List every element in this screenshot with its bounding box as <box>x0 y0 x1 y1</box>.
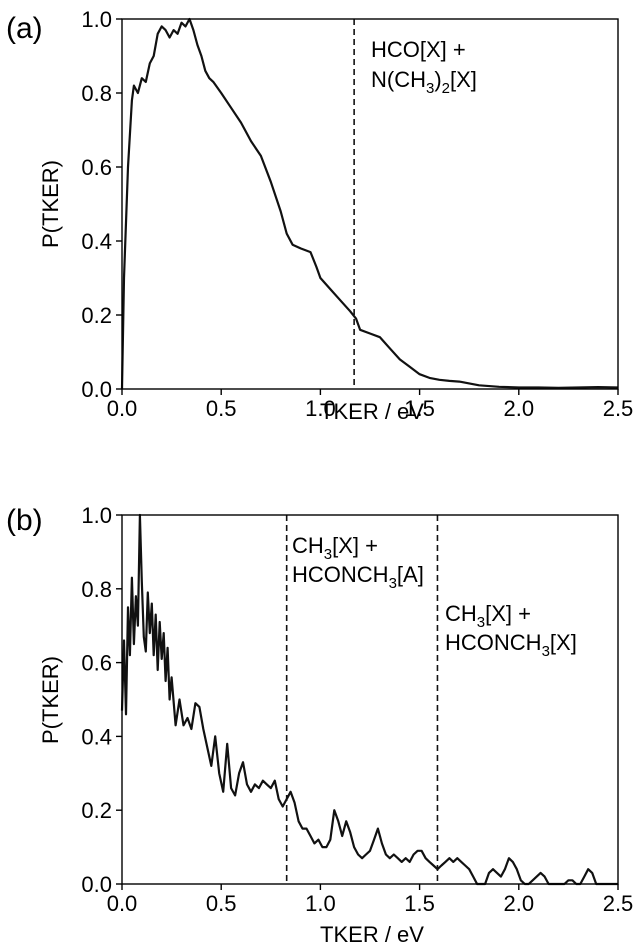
panel-b-axes-frame <box>121 514 619 885</box>
panel-a-x-label: TKER / eV <box>320 399 424 424</box>
panel-b-x-tick-label: 2.0 <box>504 891 535 916</box>
panel-a-x-tick-label: 0.5 <box>206 396 237 421</box>
panel-b-y-tick-label: 1.0 <box>81 503 112 528</box>
panel-b: (b) 0.0 0.5 1.0 1.5 2.0 2.5 0.0 0.2 0.4 0.6 0.8 1.0… <box>6 503 633 947</box>
panel-b-y-tick-label: 0.6 <box>81 651 112 676</box>
panel-a-annotation: HCO[X] + N(CH3)2[X] <box>371 37 477 97</box>
panel-b-annotation-2-line1: CH3[X] + <box>445 601 531 631</box>
panel-a-x-tick-label: 1.0 <box>305 396 336 421</box>
panel-b-plot: 0.0 0.5 1.0 1.5 2.0 2.5 0.0 0.2 0.4 0.6 0.8 1.0 <box>81 503 633 916</box>
panel-a-annotation-line1: HCO[X] + <box>371 37 466 62</box>
panel-b-y-tick-label: 0.2 <box>81 798 112 823</box>
panel-a-y-tick-label: 1.0 <box>81 7 112 32</box>
panel-a-y-tick-label: 0.8 <box>81 81 112 106</box>
panel-b-y-tick-label: 0.4 <box>81 724 112 749</box>
panel-a-annotation-line2: N(CH3)2[X] <box>371 67 477 97</box>
panel-b-y-label: P(TKER) <box>38 656 63 744</box>
panel-a-y-tick-label: 0.6 <box>81 155 112 180</box>
panel-a-y-tick-label: 0.2 <box>81 303 112 328</box>
panel-b-x-tick-label: 0.0 <box>107 891 138 916</box>
panel-a-plot: 0.0 0.5 1.0 1.5 2.0 2.5 0.0 0.2 0.4 0.6 0.8 1.0 <box>81 7 633 421</box>
panel-b-x-tick-label: 0.5 <box>206 891 237 916</box>
panel-b-x-tick-label: 2.5 <box>603 891 634 916</box>
panel-b-annotation-2: CH3[X] + HCONCH3[X] <box>445 601 577 660</box>
panel-b-x-tick-label: 1.5 <box>404 891 435 916</box>
panel-a-letter: (a) <box>6 12 43 45</box>
panel-b-annotation-2-line2: HCONCH3[X] <box>445 630 577 660</box>
panel-a-x-tick-label: 2.5 <box>603 396 634 421</box>
panel-a-x-tick-label: 2.0 <box>504 396 535 421</box>
panel-a-y-tick-label: 0.0 <box>81 377 112 402</box>
panel-b-annotation-1-line2: HCONCH3[A] <box>292 562 424 592</box>
panel-b-letter: (b) <box>6 504 43 537</box>
panel-b-x-label: TKER / eV <box>320 922 424 947</box>
panel-a: (a) 0.0 0.5 1.0 1.5 2.0 2.5 0.0 0.2 0.4 0.6 0.8 1.0… <box>6 7 633 424</box>
panel-b-annotation-1: CH3[X] + HCONCH3[A] <box>292 533 424 592</box>
panel-a-y-tick-label: 0.4 <box>81 229 112 254</box>
panel-b-y-tick-label: 0.0 <box>81 872 112 897</box>
panel-a-data-line <box>120 17 619 390</box>
panel-a-x-tick-label: 0.0 <box>107 396 138 421</box>
panel-a-x-tick-label: 1.5 <box>404 396 435 421</box>
panel-b-annotation-1-line1: CH3[X] + <box>292 533 378 563</box>
panel-b-y-tick-label: 0.8 <box>81 577 112 602</box>
panel-a-y-label: P(TKER) <box>38 160 63 248</box>
panel-a-axes-frame <box>121 18 619 390</box>
panel-b-x-tick-label: 1.0 <box>305 891 336 916</box>
